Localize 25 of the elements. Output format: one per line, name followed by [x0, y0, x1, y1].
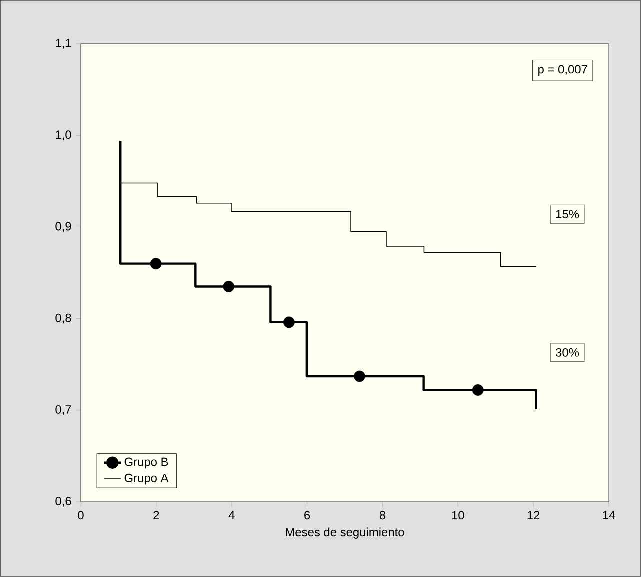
annotation: 30% — [556, 348, 580, 357]
x-tick-label: 6 — [304, 511, 310, 520]
y-tick-label: 1,1 — [56, 39, 72, 49]
point — [223, 281, 235, 292]
point — [354, 370, 366, 382]
y-tick-label: 1,0 — [56, 130, 72, 141]
point — [283, 316, 295, 328]
y-tick-label: 0,9 — [56, 222, 72, 232]
y-tick-label: 0,8 — [56, 314, 72, 324]
x-tick-label: 10 — [452, 511, 464, 520]
legend-label: Grupo B — [124, 458, 168, 469]
annotation: p = 0,007 — [538, 65, 588, 76]
x-tick-label: 2 — [154, 511, 160, 520]
y-tick-label: 0,7 — [56, 405, 72, 416]
point — [150, 258, 162, 270]
x-tick-label: 4 — [228, 511, 235, 520]
x-tick-label: 0 — [78, 511, 84, 520]
legend-label: Grupo A — [124, 474, 169, 485]
x-axis-title: Meses de seguimiento — [286, 528, 404, 539]
x-tick-label: 14 — [603, 511, 616, 520]
x-tick-label: 8 — [380, 511, 386, 520]
x-tick-label: 12 — [528, 511, 540, 520]
point — [472, 384, 484, 396]
y-tick-label: 0,6 — [56, 497, 72, 507]
annotation: 15% — [556, 210, 580, 219]
